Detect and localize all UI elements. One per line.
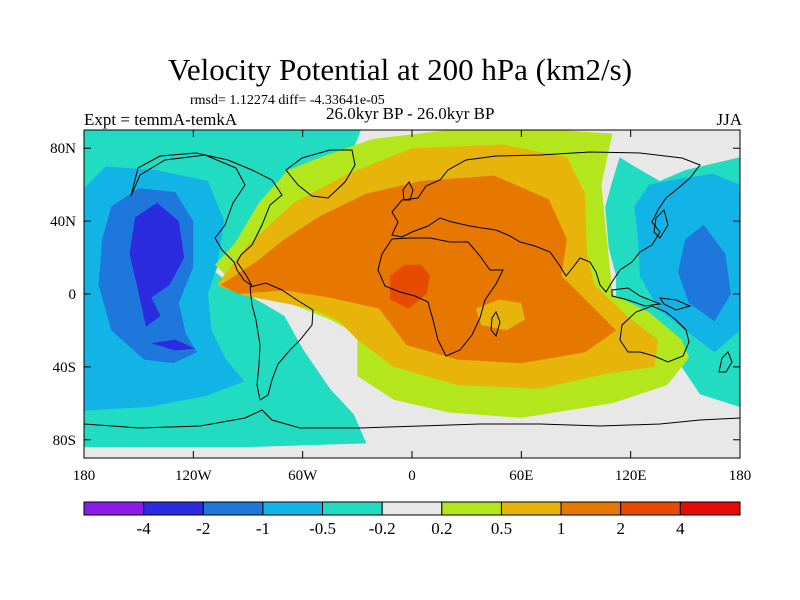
y-axis: 80N 40N 0 40S 80S [50,141,740,449]
contour-region-5 [678,224,731,322]
contour-region-12 [390,264,431,309]
colorbar-swatch [262,501,324,516]
x-axis: 180 120W 60W 0 60E 120E 180 [73,130,752,484]
colorbar-level-label: -0.5 [309,519,336,538]
x-tick-label: 0 [408,468,416,484]
y-tick-label: 40N [50,214,76,230]
y-tick-label: 0 [69,287,77,303]
x-tick-label: 180 [729,468,752,484]
colorbar-level-label: 2 [616,519,625,538]
colorbar-level-label: 0.2 [431,519,452,538]
coastline-layer [84,149,740,429]
coast-uk [402,181,414,201]
colorbar-swatch [620,501,681,516]
colorbar-swatch [143,501,204,516]
colorbar-swatch [381,501,443,516]
y-tick-label: 80S [53,433,76,449]
coast-south-america [249,282,314,401]
colorbar-level-label: 4 [676,519,685,538]
contour-field-layer [84,130,740,448]
rmsd-diff-stats: rmsd= 1.12274 diff= -4.33641e-05 [190,93,385,108]
colorbar-level-label: -4 [137,519,152,538]
colorbar-level-label: 1 [557,519,566,538]
x-tick-label: 120W [175,468,213,484]
coast-madagascar [490,310,501,338]
colorbar-level-label: -1 [256,519,270,538]
y-tick-label: 80N [50,141,76,157]
period-label: 26.0kyr BP - 26.0kyr BP [326,104,495,123]
coast-greenland [285,149,356,199]
x-tick-label: 180 [73,468,96,484]
coast-new-zealand [718,351,733,373]
coast-eurasia [391,151,701,293]
colorbar-swatch [560,501,622,516]
contour-region-11 [475,299,525,331]
colorbar-swatch [500,501,562,516]
x-tick-label: 60E [509,468,533,484]
colorbar-level-label: -0.2 [369,519,396,538]
colorbar-swatch [202,501,264,516]
colorbar-swatch [679,501,741,516]
coast-africa [377,237,504,357]
y-tick-label: 40S [53,360,76,376]
coast-japan [653,209,669,239]
x-tick-label: 60W [288,468,318,484]
coast-antarctica [84,409,740,429]
experiment-label: Expt = temmA-temkA [84,110,238,129]
colorbar: -4 -2 -1 -0.5 -0.2 0.2 0.5 1 2 4 [83,501,741,538]
coast-new-guinea [658,297,692,311]
colorbar-level-label: 0.5 [491,519,512,538]
colorbar-swatch [83,501,145,516]
x-tick-label: 120E [615,468,647,484]
season-label: JJA [716,110,742,129]
contour-region-6 [129,202,185,327]
coast-australia [619,305,690,363]
colorbar-swatch [441,501,502,516]
contour-region-7 [151,339,196,351]
colorbar-swatch [322,501,383,516]
coast-borneo-indonesia [611,287,662,307]
coast-north-america [130,152,283,287]
chart-title: Velocity Potential at 200 hPa (km2/s) [167,52,633,87]
colorbar-level-label: -2 [196,519,210,538]
